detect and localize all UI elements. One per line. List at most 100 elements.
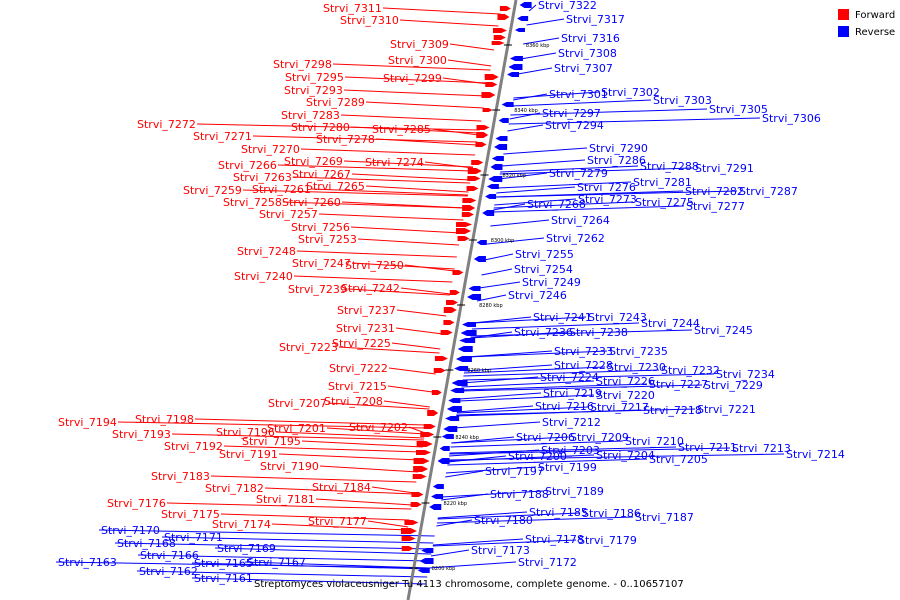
gene-label: Strvi_7167	[247, 556, 306, 569]
leader-line	[326, 427, 425, 435]
forward-gene-arrow	[446, 300, 458, 305]
gene-label: Strvi_7199	[538, 461, 597, 474]
legend-reverse-label: Reverse	[855, 27, 895, 38]
reverse-gene-arrow	[482, 210, 495, 216]
forward-gene-arrow	[462, 198, 477, 203]
leader-line	[493, 201, 634, 209]
leader-line	[371, 486, 415, 494]
gene-label: Strvi_7172	[518, 556, 577, 569]
gene-label: Strvi_7271	[193, 130, 252, 143]
gene-label: Strvi_7230	[607, 361, 666, 374]
gene-label: Strvi_7163	[58, 556, 117, 569]
reverse-gene-arrow	[517, 16, 529, 21]
leader-line	[388, 367, 436, 375]
forward-gene-arrow	[431, 390, 442, 395]
gene-label: Strvi_7200	[508, 450, 567, 463]
leader-line	[512, 93, 548, 101]
gene-label: Strvi_7213	[732, 442, 791, 455]
gene-label: Strvi_7308	[558, 47, 617, 60]
leader-line	[343, 89, 486, 97]
forward-gene-arrow	[476, 125, 490, 130]
leader-line	[365, 101, 484, 109]
gene-label: Strvi_7224	[540, 371, 599, 384]
leader-line	[471, 322, 640, 330]
leader-line	[441, 493, 489, 501]
leader-line	[242, 189, 468, 197]
gene-label: Strvi_7186	[582, 507, 641, 520]
tick-label: 8280 kbp	[479, 303, 503, 309]
gene-label: Strvi_7270	[241, 143, 300, 156]
gene-label: Strvi_7307	[554, 62, 613, 75]
leader-line	[387, 385, 433, 393]
leader-line	[244, 561, 429, 569]
leader-line	[296, 250, 457, 258]
forward-gene-arrow	[411, 492, 424, 497]
forward-gene-arrow	[433, 368, 446, 373]
leader-line	[507, 124, 544, 132]
gene-label: Strvi_7222	[329, 362, 388, 375]
forward-gene-arrow	[423, 424, 436, 429]
tick-label: 8220 kbp	[443, 501, 467, 507]
leader-line	[503, 147, 588, 155]
leader-line	[517, 67, 553, 75]
leader-line	[220, 513, 410, 521]
legend: Forward Reverse	[838, 9, 895, 38]
tick-label: 8260 kbp	[467, 368, 491, 374]
gene-label: Strvi_7255	[515, 248, 574, 261]
gene-label: Strvi_7302	[601, 86, 660, 99]
leader-line	[441, 490, 544, 498]
forward-gene-arrow	[485, 82, 498, 87]
gene-label: Strvi_7266	[218, 159, 277, 172]
leader-line	[456, 405, 534, 413]
gene-label: Strvi_7299	[383, 72, 442, 85]
leader-line	[479, 281, 521, 289]
leader-line	[137, 554, 431, 562]
leader-line	[508, 117, 761, 125]
gene-label: Strvi_7234	[716, 368, 775, 381]
gene-label: Strvi_7175	[161, 508, 220, 521]
leader-line	[462, 373, 715, 381]
gene-label: Strvi_7204	[596, 449, 655, 462]
gene-label: Strvi_7298	[273, 58, 332, 71]
leader-line	[495, 190, 738, 198]
leader-line	[194, 418, 427, 426]
gene-label: Strvi_7202	[349, 421, 408, 434]
leader-line	[526, 18, 565, 26]
forward-gene-arrow	[416, 450, 431, 455]
reverse-gene-arrow	[459, 338, 476, 343]
legend-forward-swatch	[838, 9, 849, 20]
gene-label: Strvi_7250	[345, 259, 404, 272]
gene-label: Strvi_7232	[661, 364, 720, 377]
leader-line	[466, 350, 608, 358]
reverse-gene-arrow	[421, 548, 434, 553]
gene-label: Strvi_7293	[284, 84, 343, 97]
gene-label: Strvi_7287	[739, 185, 798, 198]
leader-line	[470, 329, 693, 337]
gene-label: Strvi_7170	[101, 524, 160, 537]
leader-line	[341, 201, 466, 209]
legend-reverse-swatch	[838, 26, 849, 37]
leader-line	[275, 431, 425, 439]
forward-gene-arrow	[484, 74, 499, 80]
reverse-gene-arrow	[495, 136, 508, 141]
leader-line	[496, 186, 576, 194]
forward-gene-arrow	[434, 356, 448, 361]
gene-label: Strvi_7235	[609, 345, 668, 358]
gene-label: Strvi_7201	[267, 422, 326, 435]
gene-label: Strvi_7278	[316, 133, 375, 146]
leader-line	[476, 294, 507, 302]
gene-label: Strvi_7237	[337, 304, 396, 317]
gene-label: Strvi_7180	[474, 514, 533, 527]
leader-line	[511, 99, 652, 107]
gene-label: Strvi_7177	[308, 515, 367, 528]
gene-label: Strvi_7259	[183, 184, 242, 197]
gene-label: Strvi_7211	[678, 441, 737, 454]
leader-line	[278, 453, 421, 461]
gene-label: Strvi_7274	[365, 156, 424, 169]
leader-line	[454, 421, 541, 429]
leader-line	[350, 226, 462, 234]
gene-label: Strvi_7246	[508, 289, 567, 302]
gene-label: Strvi_7238	[569, 326, 628, 339]
leader-line	[459, 392, 542, 400]
